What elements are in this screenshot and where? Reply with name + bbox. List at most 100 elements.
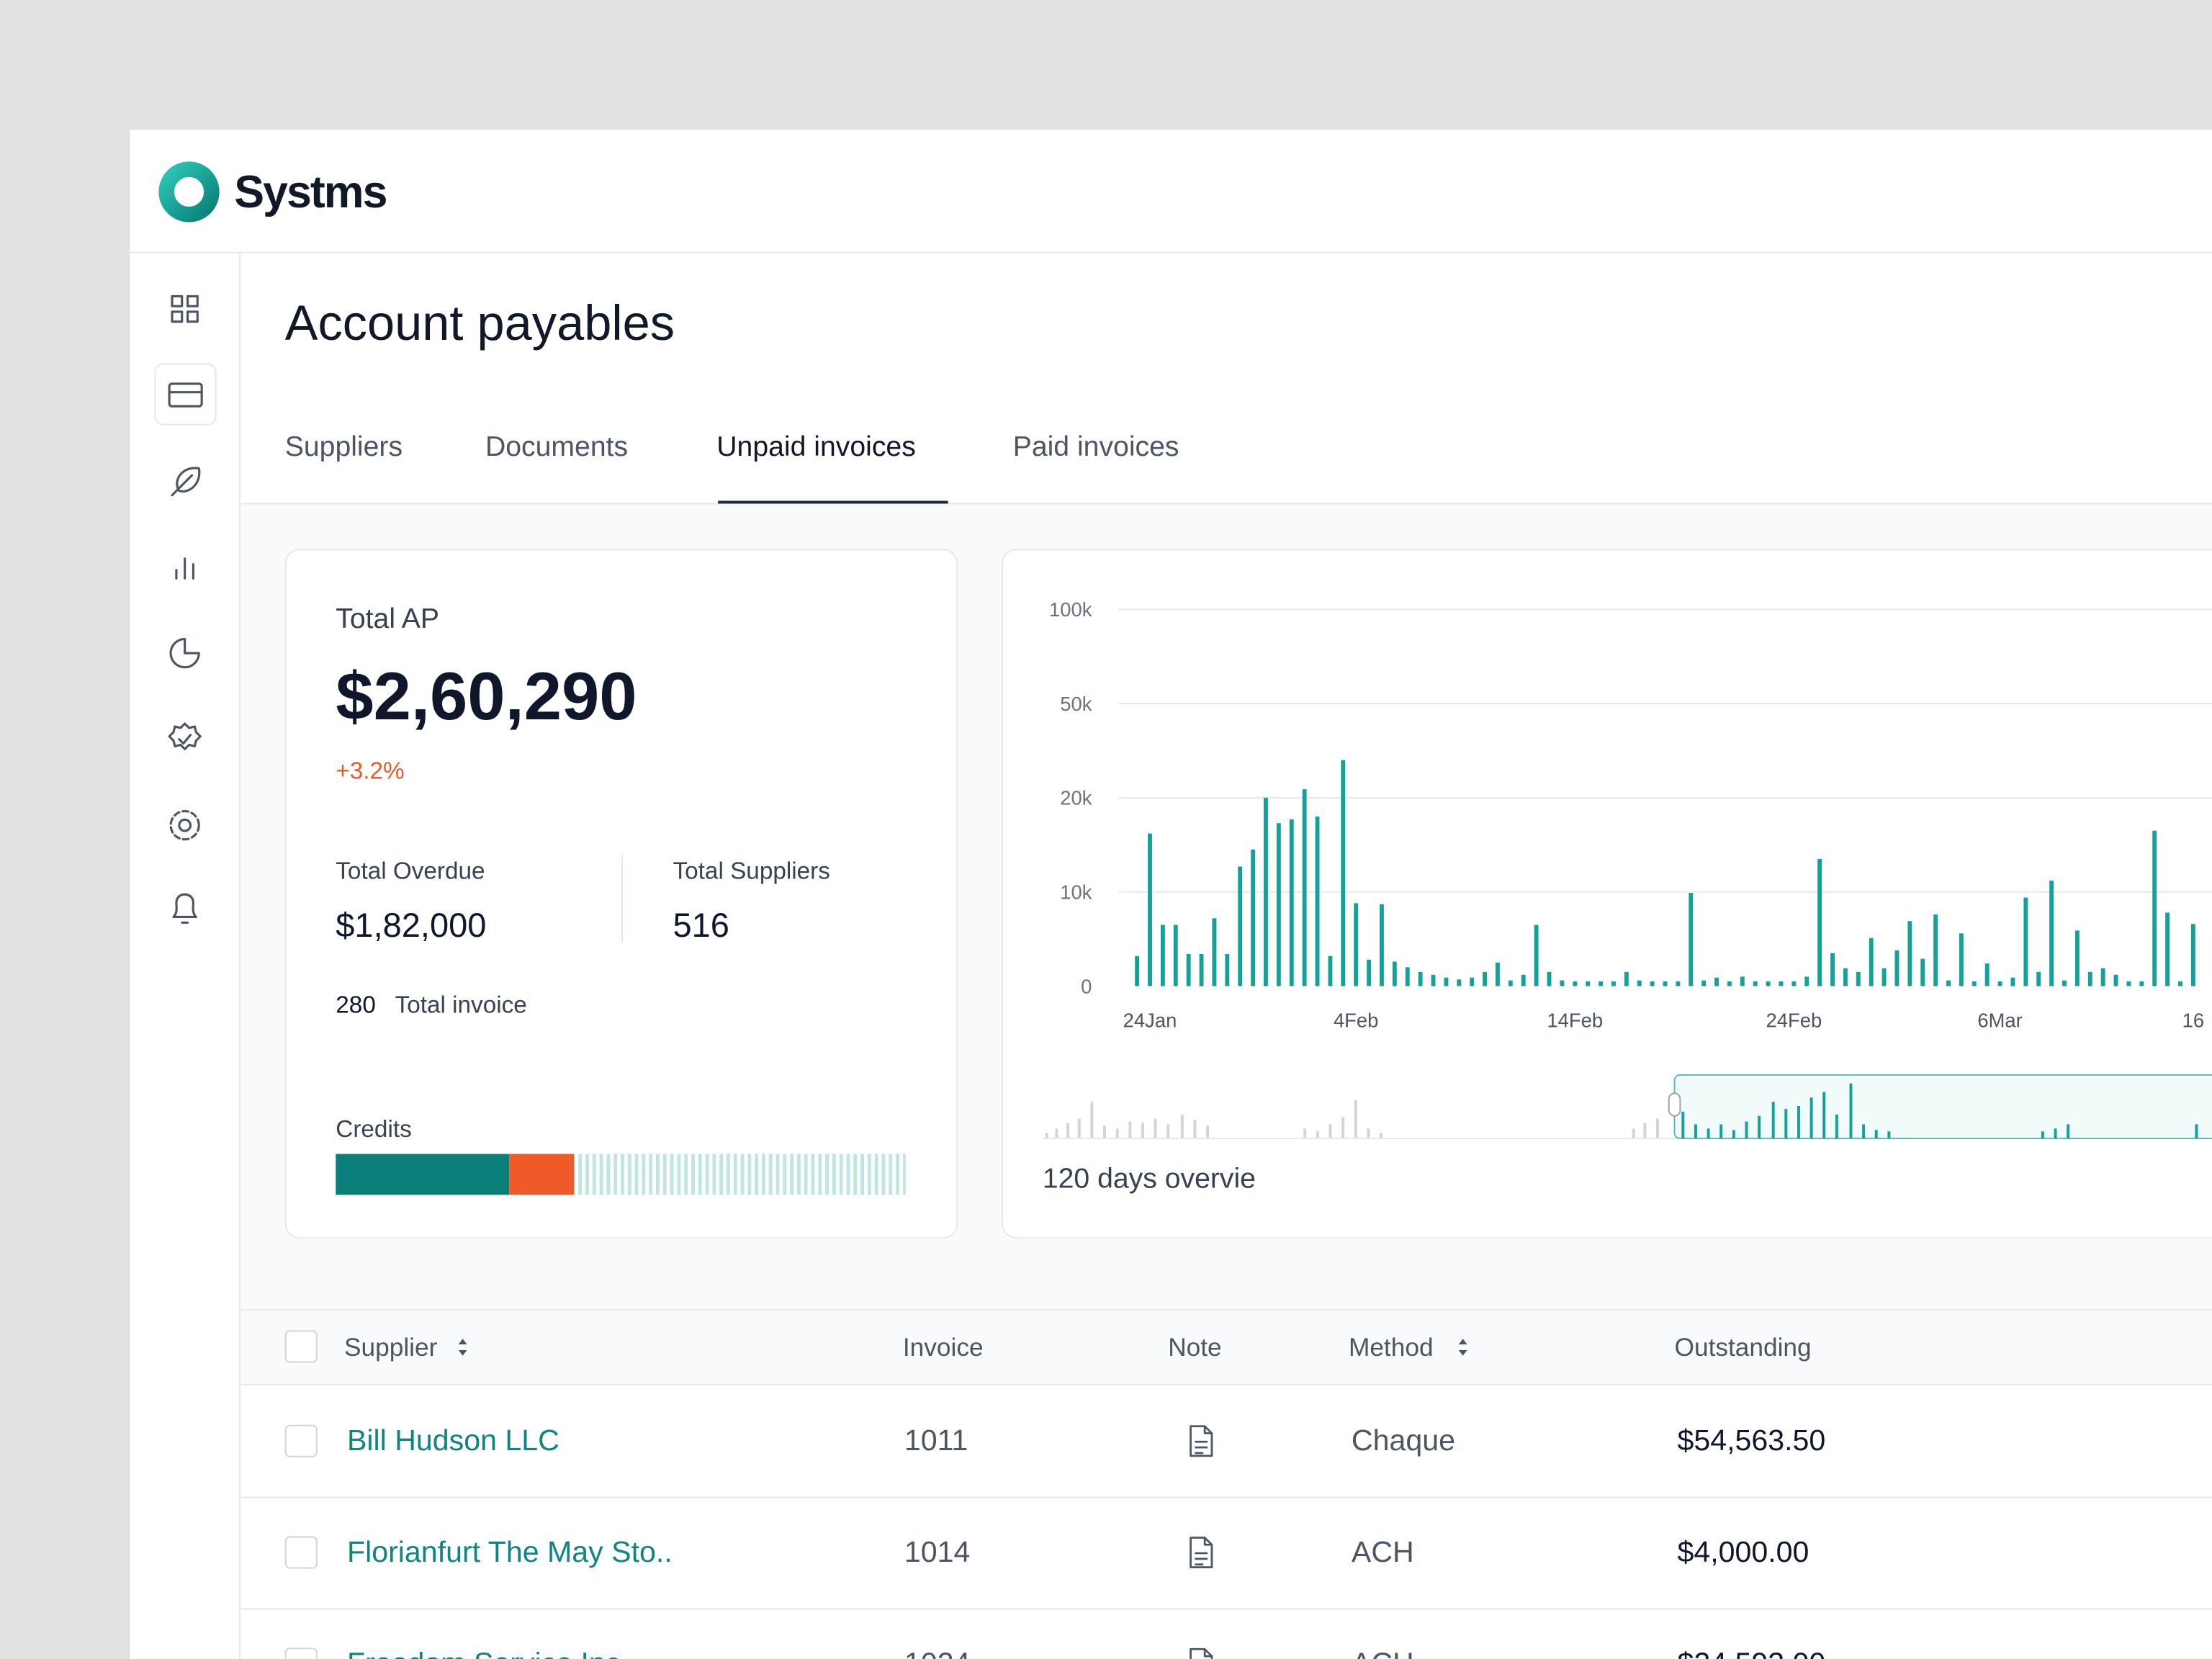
nav-settings[interactable] xyxy=(169,809,200,841)
checkbox[interactable] xyxy=(284,1536,318,1569)
supplier-name[interactable]: Florianfurt The May Sto.. xyxy=(347,1535,673,1568)
suppliers-label: Total Suppliers xyxy=(673,858,830,885)
note-icon[interactable] xyxy=(1190,1425,1213,1457)
bar xyxy=(1560,980,1565,986)
column-header: Note xyxy=(1168,1334,1221,1362)
bar xyxy=(2152,830,2157,986)
bar xyxy=(2062,980,2067,986)
bar xyxy=(1457,979,1462,986)
bar xyxy=(1779,981,1784,986)
chart-card xyxy=(1002,549,2212,1239)
column-header[interactable]: Supplier xyxy=(344,1334,438,1362)
tab-indicator xyxy=(718,500,948,504)
change: +3.2% xyxy=(336,757,404,784)
overview-window[interactable] xyxy=(1673,1074,2212,1140)
column-header: Outstanding xyxy=(1675,1334,1812,1362)
bar xyxy=(1663,981,1668,986)
nav-badge[interactable] xyxy=(168,722,202,750)
bar xyxy=(2126,981,2131,986)
bar xyxy=(1791,981,1797,986)
supplier-name[interactable]: Bill Hudson LLC xyxy=(347,1424,559,1457)
bar xyxy=(1483,971,1487,986)
column-header: Invoice xyxy=(903,1334,984,1362)
bar xyxy=(1276,823,1281,986)
nav-bars[interactable] xyxy=(175,557,194,580)
x-tick-label: 6Mar xyxy=(1977,1009,2022,1031)
bar xyxy=(1727,981,1732,986)
outstanding: $24,593.00 xyxy=(1677,1647,1825,1659)
bar xyxy=(2036,971,2041,986)
bar xyxy=(1972,981,1977,986)
nav-feather[interactable] xyxy=(171,467,201,497)
bar xyxy=(1869,938,1874,986)
overview-handle[interactable] xyxy=(1668,1092,1681,1117)
bar xyxy=(1148,833,1152,986)
y-tick-label: 100k xyxy=(1049,598,1092,621)
bar xyxy=(1341,760,1346,986)
x-tick-label: 4Feb xyxy=(1334,1009,1378,1031)
sort-icon[interactable] xyxy=(458,1339,467,1356)
bar xyxy=(1251,849,1256,986)
bar xyxy=(1599,981,1603,986)
sidebar xyxy=(154,295,217,924)
bar xyxy=(1586,981,1591,986)
bar xyxy=(2023,897,2028,986)
checkbox[interactable] xyxy=(284,1330,318,1363)
bar xyxy=(1444,977,1449,986)
logo xyxy=(158,161,220,222)
supplier-name[interactable]: Freedom Service Inc xyxy=(347,1647,620,1659)
page-title: Account payables xyxy=(285,295,675,351)
bar xyxy=(1135,956,1140,986)
bar xyxy=(1264,797,1268,986)
bar xyxy=(1959,933,1964,986)
bar xyxy=(1804,976,1809,986)
method: ACH xyxy=(1352,1647,1414,1659)
bar xyxy=(1676,981,1681,986)
y-tick-label: 50k xyxy=(1060,693,1092,715)
bar xyxy=(1611,981,1616,986)
sort-icon[interactable] xyxy=(1458,1339,1467,1356)
outstanding: $54,563.50 xyxy=(1677,1424,1825,1457)
bar xyxy=(2190,924,2195,986)
checkbox[interactable] xyxy=(284,1424,318,1457)
tab-active[interactable]: Unpaid invoices xyxy=(716,431,916,462)
overdue-label: Total Overdue xyxy=(336,858,485,885)
tab[interactable]: Paid invoices xyxy=(1013,431,1179,462)
tab[interactable]: Suppliers xyxy=(285,431,403,462)
bar xyxy=(2074,930,2080,986)
bar xyxy=(1315,817,1320,986)
bar xyxy=(1650,981,1655,986)
bar xyxy=(1997,981,2002,986)
method: ACH xyxy=(1352,1535,1414,1568)
nav-bell[interactable] xyxy=(172,893,197,924)
nav-pie[interactable] xyxy=(169,637,200,669)
credits-remaining xyxy=(574,1154,906,1195)
checkbox[interactable] xyxy=(284,1647,318,1659)
bar xyxy=(1160,925,1165,986)
bar xyxy=(1534,925,1539,986)
overview-selected xyxy=(1681,1083,2198,1139)
bar xyxy=(1894,950,1899,986)
bar xyxy=(1701,980,1707,986)
nav-payables[interactable] xyxy=(168,382,203,408)
bar xyxy=(1508,980,1513,986)
table-body xyxy=(241,1385,2212,1659)
bar xyxy=(1496,962,1500,986)
overview xyxy=(1045,1100,1659,1139)
x-tick-label: 24Jan xyxy=(1123,1009,1177,1031)
x-tick-label: 16 xyxy=(2182,1009,2204,1031)
note-icon[interactable] xyxy=(1190,1537,1213,1569)
total-ap-label: Total AP xyxy=(336,603,439,634)
x-tick-label: 24Feb xyxy=(1766,1009,1822,1031)
brand: Systms xyxy=(234,167,386,217)
column-header[interactable]: Method xyxy=(1349,1334,1434,1362)
bar xyxy=(2049,881,2054,986)
tab[interactable]: Documents xyxy=(485,431,628,462)
bar xyxy=(1470,977,1475,986)
bar xyxy=(1817,858,1822,986)
bar xyxy=(1392,961,1397,986)
bar xyxy=(1637,980,1642,986)
overdue-value: $1,82,000 xyxy=(336,906,486,944)
nav-dashboard[interactable] xyxy=(171,295,199,323)
note-icon[interactable] xyxy=(1190,1647,1213,1659)
